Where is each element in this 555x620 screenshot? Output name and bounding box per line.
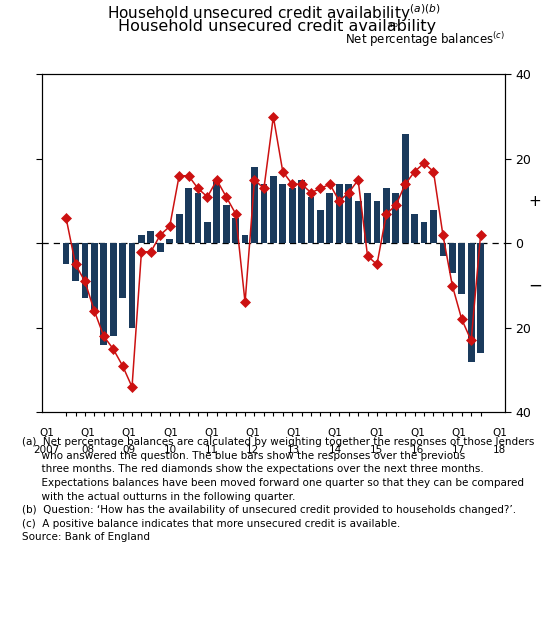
Text: Q1: Q1 bbox=[204, 428, 219, 438]
Bar bbox=[129, 244, 135, 328]
Bar bbox=[298, 180, 305, 244]
Bar bbox=[326, 193, 333, 244]
Text: 2007: 2007 bbox=[34, 445, 60, 454]
Bar bbox=[345, 184, 352, 244]
Text: −: − bbox=[528, 277, 542, 294]
Bar bbox=[289, 188, 296, 244]
Bar bbox=[279, 184, 286, 244]
Bar bbox=[421, 222, 427, 244]
Bar bbox=[307, 197, 315, 244]
Text: (a)  Net percentage balances are calculated by weighting together the responses : (a) Net percentage balances are calculat… bbox=[22, 437, 534, 542]
Bar bbox=[383, 188, 390, 244]
Text: +: + bbox=[529, 193, 542, 208]
Bar bbox=[185, 188, 192, 244]
Text: Net percentage balances$^{(c)}$: Net percentage balances$^{(c)}$ bbox=[345, 30, 505, 49]
Bar bbox=[468, 244, 475, 361]
Text: Q1: Q1 bbox=[80, 428, 95, 438]
Bar bbox=[336, 184, 342, 244]
Bar bbox=[440, 244, 446, 256]
Bar bbox=[166, 239, 173, 244]
Text: ᵃᵇ: ᵃᵇ bbox=[157, 21, 398, 34]
Text: Q1: Q1 bbox=[163, 428, 178, 438]
Text: Q1: Q1 bbox=[327, 428, 342, 438]
Bar bbox=[317, 210, 324, 244]
Text: Q1: Q1 bbox=[122, 428, 137, 438]
Bar bbox=[411, 214, 418, 244]
Bar bbox=[260, 184, 268, 244]
Bar bbox=[72, 244, 79, 281]
Text: 13: 13 bbox=[287, 445, 301, 454]
Text: 16: 16 bbox=[411, 445, 424, 454]
Bar bbox=[392, 193, 399, 244]
Bar bbox=[449, 244, 456, 273]
Text: 10: 10 bbox=[164, 445, 177, 454]
Bar bbox=[82, 244, 88, 298]
Text: Household unsecured credit availability: Household unsecured credit availability bbox=[118, 19, 437, 34]
Text: Q1: Q1 bbox=[369, 428, 384, 438]
Text: 09: 09 bbox=[123, 445, 136, 454]
Bar bbox=[232, 218, 239, 244]
Bar bbox=[223, 205, 230, 244]
Text: 14: 14 bbox=[329, 445, 342, 454]
Text: Q1: Q1 bbox=[492, 428, 507, 438]
Text: Q1: Q1 bbox=[286, 428, 301, 438]
Bar bbox=[270, 176, 277, 244]
Text: Q1: Q1 bbox=[410, 428, 425, 438]
Bar bbox=[195, 193, 201, 244]
Text: 17: 17 bbox=[452, 445, 465, 454]
Bar bbox=[119, 244, 126, 298]
Bar bbox=[214, 180, 220, 244]
Text: 11: 11 bbox=[205, 445, 218, 454]
Text: 15: 15 bbox=[370, 445, 383, 454]
Text: 18: 18 bbox=[493, 445, 507, 454]
Bar bbox=[100, 244, 107, 345]
Bar bbox=[477, 244, 484, 353]
Text: Q1: Q1 bbox=[245, 428, 260, 438]
Text: Q1: Q1 bbox=[451, 428, 466, 438]
Bar bbox=[148, 231, 154, 244]
Text: Q1: Q1 bbox=[39, 428, 54, 438]
Bar bbox=[91, 244, 98, 311]
Bar bbox=[374, 201, 380, 244]
Text: 08: 08 bbox=[82, 445, 94, 454]
Bar bbox=[251, 167, 258, 244]
Text: 12: 12 bbox=[246, 445, 259, 454]
Bar bbox=[63, 244, 69, 265]
Bar bbox=[204, 222, 211, 244]
Bar bbox=[402, 133, 408, 244]
Bar bbox=[355, 201, 361, 244]
Bar bbox=[241, 235, 249, 244]
Bar bbox=[157, 244, 164, 252]
Bar bbox=[430, 210, 437, 244]
Bar bbox=[364, 193, 371, 244]
Bar bbox=[110, 244, 117, 336]
Bar bbox=[138, 235, 145, 244]
Bar bbox=[458, 244, 465, 294]
Bar bbox=[176, 214, 183, 244]
Title: Household unsecured credit availability$^{(a)(b)}$: Household unsecured credit availability$… bbox=[107, 2, 440, 24]
